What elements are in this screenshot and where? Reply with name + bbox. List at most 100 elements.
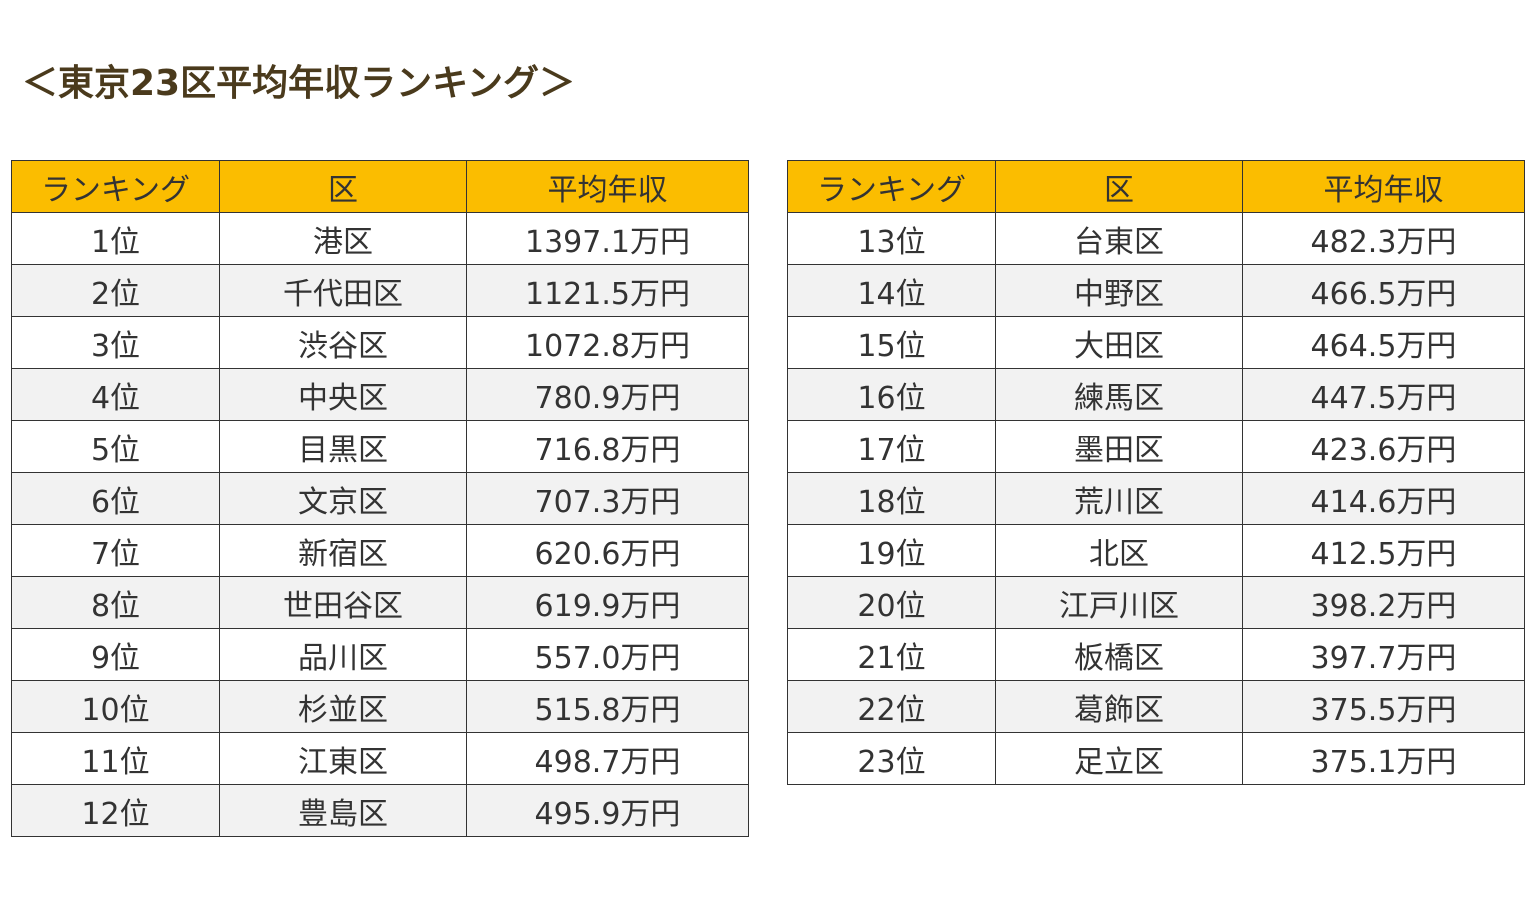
table-cell: 498.7万円 xyxy=(466,732,749,785)
header-row: ランキング区平均年収 xyxy=(11,160,749,213)
table-row: 18位 荒川区 414.6万円 xyxy=(787,472,1525,525)
table-cell: 江東区 xyxy=(219,732,467,785)
table-row: 6位 文京区 707.3万円 xyxy=(11,472,749,525)
table-cell: 466.5万円 xyxy=(1242,264,1525,317)
table-cell: 19位 xyxy=(787,524,996,577)
table-row: 12位 豊島区 495.9万円 xyxy=(11,784,749,837)
table-cell: 品川区 xyxy=(219,628,467,681)
table-cell: 6位 xyxy=(11,472,220,525)
table-cell: 新宿区 xyxy=(219,524,467,577)
table-cell: 10位 xyxy=(11,680,220,733)
table-cell: 16位 xyxy=(787,368,996,421)
table-cell: 目黒区 xyxy=(219,420,467,473)
table-cell: 1121.5万円 xyxy=(466,264,749,317)
table-cell: 15位 xyxy=(787,316,996,369)
table-row: 7位 新宿区 620.6万円 xyxy=(11,524,749,577)
table-cell: 江戸川区 xyxy=(995,576,1243,629)
table-cell: 2位 xyxy=(11,264,220,317)
table-cell: 1072.8万円 xyxy=(466,316,749,369)
table-cell: 620.6万円 xyxy=(466,524,749,577)
table-cell: 板橋区 xyxy=(995,628,1243,681)
header-row: ランキング区平均年収 xyxy=(787,160,1525,213)
table-row: 5位 目黒区 716.8万円 xyxy=(11,420,749,473)
table-cell: 11位 xyxy=(11,732,220,785)
table-cell: 780.9万円 xyxy=(466,368,749,421)
table-cell: 707.3万円 xyxy=(466,472,749,525)
table-row: 20位 江戸川区 398.2万円 xyxy=(787,576,1525,629)
table-cell: 7位 xyxy=(11,524,220,577)
table-cell: 台東区 xyxy=(995,212,1243,265)
table-row: 22位 葛飾区 375.5万円 xyxy=(787,680,1525,733)
table-cell: 1397.1万円 xyxy=(466,212,749,265)
table-row: 19位 北区 412.5万円 xyxy=(787,524,1525,577)
table-cell: 23位 xyxy=(787,732,996,785)
table-row: 13位 台東区 482.3万円 xyxy=(787,212,1525,265)
table-cell: 619.9万円 xyxy=(466,576,749,629)
table-cell: 464.5万円 xyxy=(1242,316,1525,369)
table-cell: 練馬区 xyxy=(995,368,1243,421)
table-cell: 447.5万円 xyxy=(1242,368,1525,421)
header-cell: 区 xyxy=(219,160,467,213)
header-cell: 平均年収 xyxy=(1242,160,1525,213)
table-cell: 20位 xyxy=(787,576,996,629)
table-cell: 文京区 xyxy=(219,472,467,525)
table-cell: 375.1万円 xyxy=(1242,732,1525,785)
table-row: 15位 大田区 464.5万円 xyxy=(787,316,1525,369)
table-cell: 葛飾区 xyxy=(995,680,1243,733)
table-cell: 495.9万円 xyxy=(466,784,749,837)
table-row: 23位 足立区 375.1万円 xyxy=(787,732,1525,785)
table-cell: 375.5万円 xyxy=(1242,680,1525,733)
header-cell: ランキング xyxy=(787,160,996,213)
table-cell: 18位 xyxy=(787,472,996,525)
page-title: ＜東京23区平均年収ランキング＞ xyxy=(22,63,576,104)
table-cell: 716.8万円 xyxy=(466,420,749,473)
table-cell: 中央区 xyxy=(219,368,467,421)
table-row: 1位 港区 1397.1万円 xyxy=(11,212,749,265)
table-row: 14位 中野区 466.5万円 xyxy=(787,264,1525,317)
table-cell: 557.0万円 xyxy=(466,628,749,681)
table-row: 4位 中央区 780.9万円 xyxy=(11,368,749,421)
header-cell: 平均年収 xyxy=(466,160,749,213)
table-cell: 482.3万円 xyxy=(1242,212,1525,265)
table-cell: 北区 xyxy=(995,524,1243,577)
table-cell: 398.2万円 xyxy=(1242,576,1525,629)
table-cell: 412.5万円 xyxy=(1242,524,1525,577)
table-cell: 9位 xyxy=(11,628,220,681)
table-row: 8位 世田谷区 619.9万円 xyxy=(11,576,749,629)
table-cell: 渋谷区 xyxy=(219,316,467,369)
table-cell: 杉並区 xyxy=(219,680,467,733)
table-cell: 397.7万円 xyxy=(1242,628,1525,681)
table-cell: 大田区 xyxy=(995,316,1243,369)
table-row: 9位 品川区 557.0万円 xyxy=(11,628,749,681)
header-cell: 区 xyxy=(995,160,1243,213)
table-row: 17位 墨田区 423.6万円 xyxy=(787,420,1525,473)
ranking-table: ランキング区平均年収 1位 港区 1397.1万円 2位 千代田区 1121.5万円 3位 渋谷… xyxy=(11,160,749,837)
table-cell: 豊島区 xyxy=(219,784,467,837)
table-cell: 千代田区 xyxy=(219,264,467,317)
table-cell: 3位 xyxy=(11,316,220,369)
table-row: 21位 板橋区 397.7万円 xyxy=(787,628,1525,681)
table-cell: 423.6万円 xyxy=(1242,420,1525,473)
table-cell: 荒川区 xyxy=(995,472,1243,525)
table-row: 16位 練馬区 447.5万円 xyxy=(787,368,1525,421)
table-cell: 8位 xyxy=(11,576,220,629)
table-cell: 22位 xyxy=(787,680,996,733)
table-cell: 12位 xyxy=(11,784,220,837)
table-cell: 5位 xyxy=(11,420,220,473)
table-cell: 港区 xyxy=(219,212,467,265)
table-row: 2位 千代田区 1121.5万円 xyxy=(11,264,749,317)
table-cell: 中野区 xyxy=(995,264,1243,317)
header-cell: ランキング xyxy=(11,160,220,213)
table-cell: 世田谷区 xyxy=(219,576,467,629)
table-cell: 1位 xyxy=(11,212,220,265)
table-cell: 足立区 xyxy=(995,732,1243,785)
table-cell: 515.8万円 xyxy=(466,680,749,733)
table-cell: 墨田区 xyxy=(995,420,1243,473)
table-cell: 4位 xyxy=(11,368,220,421)
ranking-table: ランキング区平均年収 13位 台東区 482.3万円 14位 中野区 466.5万円 15位大… xyxy=(787,160,1525,785)
table-cell: 414.6万円 xyxy=(1242,472,1525,525)
table-row: 10位 杉並区 515.8万円 xyxy=(11,680,749,733)
table-cell: 13位 xyxy=(787,212,996,265)
table-cell: 14位 xyxy=(787,264,996,317)
